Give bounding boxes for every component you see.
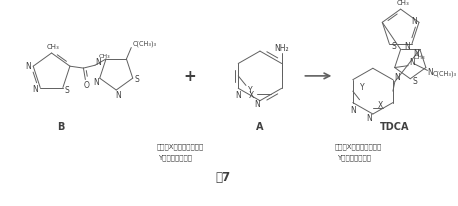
Text: S: S <box>65 85 69 95</box>
Text: N: N <box>350 105 356 114</box>
Text: C(CH₃)₃: C(CH₃)₃ <box>133 40 157 47</box>
Text: N: N <box>115 91 121 100</box>
Text: CH₃: CH₃ <box>99 54 110 59</box>
Text: 式中：X表示氢、卤素；: 式中：X表示氢、卤素； <box>156 143 203 149</box>
Text: X: X <box>378 101 383 109</box>
Text: NH₂: NH₂ <box>274 44 289 53</box>
Text: N: N <box>26 61 31 70</box>
Text: S: S <box>134 74 139 83</box>
Text: Y: Y <box>247 85 252 94</box>
Text: S: S <box>392 42 397 51</box>
Text: N: N <box>413 49 419 57</box>
Text: Y表示氢、卤素；: Y表示氢、卤素； <box>158 154 192 160</box>
Text: Y表示氢、卤素；: Y表示氢、卤素； <box>337 154 371 160</box>
Text: CH₃: CH₃ <box>47 44 60 50</box>
Text: 式中：X表示氢、卤素；: 式中：X表示氢、卤素； <box>335 143 382 149</box>
Text: N: N <box>254 99 260 109</box>
Text: O: O <box>83 80 89 89</box>
Text: N: N <box>95 58 101 67</box>
Text: 式7: 式7 <box>216 171 231 184</box>
Text: +: + <box>183 69 196 84</box>
Text: N: N <box>235 91 241 100</box>
Text: N: N <box>366 114 372 123</box>
Text: TDCA: TDCA <box>380 122 410 132</box>
Text: N: N <box>409 58 415 67</box>
Text: CH₃: CH₃ <box>414 54 425 59</box>
Text: A: A <box>256 122 264 132</box>
Text: S: S <box>413 77 418 86</box>
Text: N: N <box>411 17 417 26</box>
Text: N: N <box>33 84 38 94</box>
Text: N: N <box>394 73 400 82</box>
Text: N: N <box>93 77 99 86</box>
Text: N: N <box>427 68 433 76</box>
Text: B: B <box>58 122 65 132</box>
Text: Y: Y <box>360 82 365 91</box>
Text: CH₃: CH₃ <box>396 0 409 6</box>
Text: X: X <box>249 91 254 99</box>
Text: N: N <box>404 42 410 51</box>
Text: C(CH₃)₃: C(CH₃)₃ <box>433 70 457 76</box>
